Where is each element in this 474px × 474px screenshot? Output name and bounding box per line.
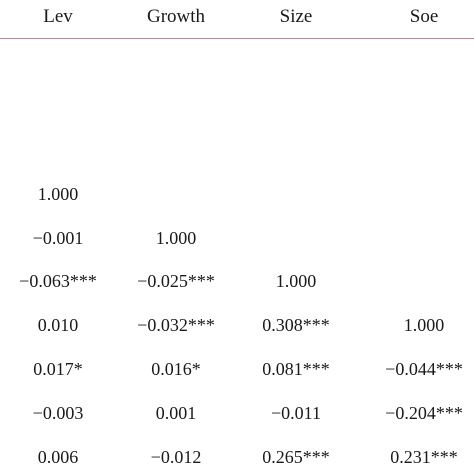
column-header-lev: Lev — [43, 6, 73, 27]
table-cell: −0.025*** — [137, 271, 215, 291]
table-cell: −0.032*** — [137, 315, 215, 335]
table-cell: −0.001 — [32, 228, 84, 248]
column-header-size: Size — [279, 6, 313, 27]
column-header-growth: Growth — [146, 6, 206, 27]
table-row: −0.003 0.001 −0.011 −0.204*** — [0, 400, 474, 430]
table-row: 0.017* 0.016* 0.081*** −0.044*** — [0, 356, 474, 386]
table-cell: 0.231*** — [390, 447, 458, 467]
column-header-soe: Soe — [409, 6, 439, 27]
table-cell: 0.081*** — [262, 359, 330, 379]
table-header: Lev Growth Size Soe — [0, 0, 474, 34]
table-cell: 0.017* — [33, 359, 83, 379]
table-cell: 1.000 — [155, 228, 197, 248]
table-cell: 1.000 — [403, 315, 445, 335]
table-cell: −0.204*** — [385, 403, 463, 423]
table-cell: 0.006 — [37, 447, 79, 467]
table-cell: 0.010 — [37, 315, 79, 335]
table-row: 1.000 — [0, 181, 474, 211]
table-row: −0.001 1.000 — [0, 225, 474, 255]
table-cell: 0.001 — [155, 403, 197, 423]
table-cell: −0.063*** — [19, 271, 97, 291]
table-cell: 0.265*** — [262, 447, 330, 467]
table-cell: −0.044*** — [385, 359, 463, 379]
table-cell: 0.016* — [151, 359, 201, 379]
header-rule — [0, 38, 474, 39]
table-cell: −0.003 — [32, 403, 84, 423]
table-cell: −0.012 — [150, 447, 202, 467]
table-row: 0.010 −0.032*** 0.308*** 1.000 — [0, 312, 474, 342]
table-cell: 1.000 — [37, 184, 79, 204]
table-row: 0.006 −0.012 0.265*** 0.231*** — [0, 444, 474, 474]
table-cell: 0.308*** — [262, 315, 330, 335]
table-cell: −0.011 — [271, 403, 321, 423]
table-row: −0.063*** −0.025*** 1.000 — [0, 268, 474, 298]
table-cell: 1.000 — [275, 271, 317, 291]
